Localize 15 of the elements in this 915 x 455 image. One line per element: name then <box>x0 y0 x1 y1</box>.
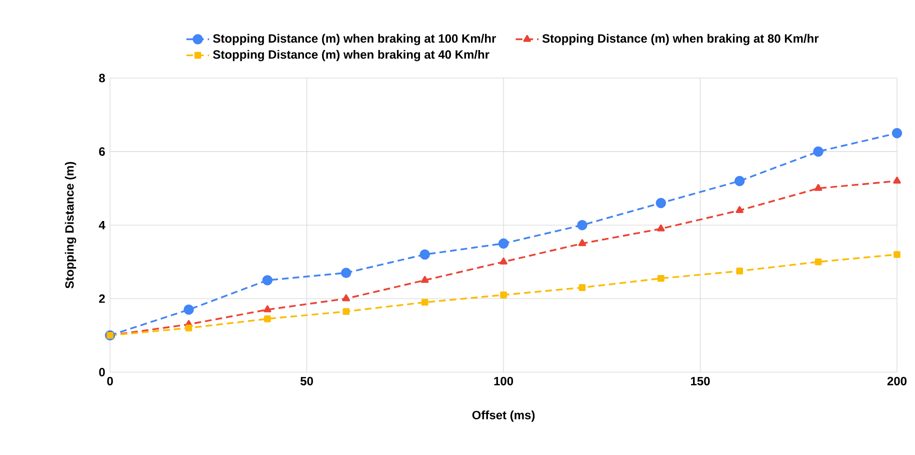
x-tick-label: 0 <box>107 376 113 386</box>
legend-label: Stopping Distance (m) when braking at 80 Km/hr <box>542 34 819 46</box>
x-tick-label: 100 <box>494 376 514 386</box>
legend-label: Stopping Distance (m) when braking at 40 Km/hr <box>213 50 490 62</box>
legend-label: Stopping Distance (m) when braking at 100 Km/hr <box>213 34 496 46</box>
y-axis-title: Stopping Distance (m) <box>64 162 76 288</box>
x-axis-title: Offset (ms) <box>472 410 535 422</box>
y-tick-label: 2 <box>99 294 105 303</box>
y-tick-label: 8 <box>99 74 105 82</box>
y-tick-label: 4 <box>98 221 106 230</box>
x-tick-label: 150 <box>690 376 710 386</box>
y-tick-label: 6 <box>99 147 105 156</box>
x-tick-label: 50 <box>300 376 313 386</box>
x-tick-label: 200 <box>887 376 907 386</box>
y-tick-label: 0 <box>99 368 105 376</box>
